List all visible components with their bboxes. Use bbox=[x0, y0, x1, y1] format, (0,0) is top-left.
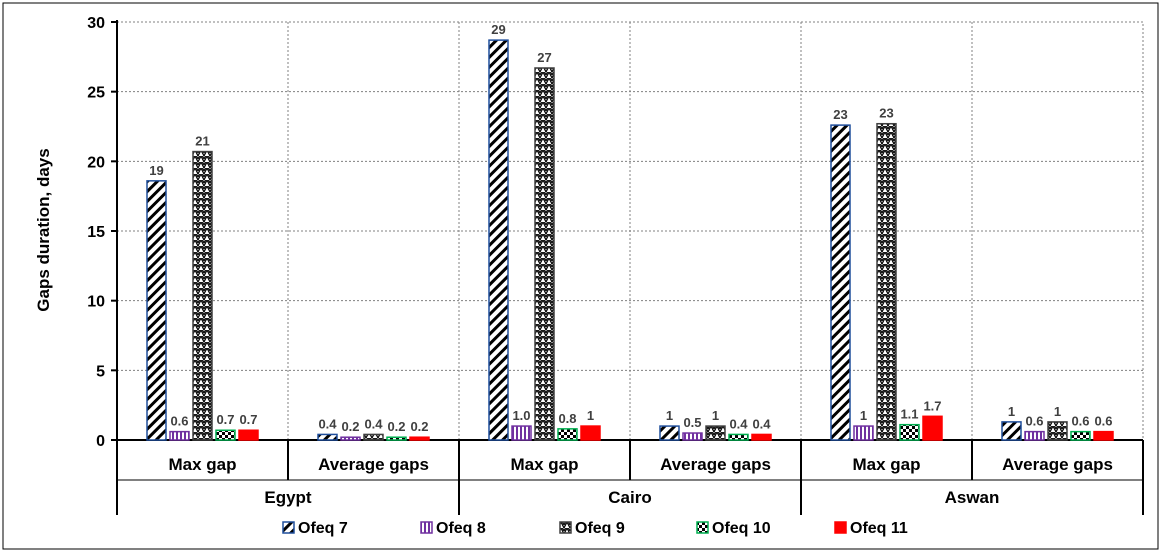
x-category-label: Max gap bbox=[510, 455, 578, 474]
bar bbox=[192, 150, 213, 441]
legend-label: Ofeq 11 bbox=[850, 520, 908, 537]
data-label: 0.4 bbox=[729, 416, 748, 431]
y-tick-label: 30 bbox=[87, 15, 105, 32]
bar bbox=[1024, 430, 1045, 441]
legend-swatch bbox=[834, 521, 847, 534]
x-group-label: Egypt bbox=[264, 488, 312, 507]
data-label: 27 bbox=[537, 50, 551, 65]
bar bbox=[705, 425, 726, 441]
data-label: 0.6 bbox=[1094, 414, 1112, 429]
bar bbox=[1047, 421, 1068, 441]
data-label: 1 bbox=[1008, 404, 1015, 419]
legend-swatch bbox=[696, 521, 709, 534]
bar bbox=[238, 429, 259, 441]
data-label: 29 bbox=[491, 22, 505, 37]
legend: Ofeq 7 Ofeq 8 Ofeq 9 Ofeq 10 Ofeq 11 bbox=[282, 520, 908, 537]
bar bbox=[1093, 430, 1114, 441]
y-tick-label: 15 bbox=[87, 224, 105, 241]
data-label: 19 bbox=[149, 163, 163, 178]
bar bbox=[363, 433, 384, 441]
bar bbox=[1070, 430, 1091, 441]
y-tick-label: 0 bbox=[96, 433, 105, 450]
data-label: 1 bbox=[587, 408, 594, 423]
data-label: 0.6 bbox=[1071, 414, 1089, 429]
data-label: 0.6 bbox=[1025, 414, 1043, 429]
y-tick-label: 25 bbox=[87, 85, 105, 102]
data-label: 0.7 bbox=[216, 412, 234, 427]
data-label: 21 bbox=[195, 134, 209, 149]
data-label: 0.2 bbox=[410, 419, 428, 434]
legend-swatch bbox=[559, 521, 572, 534]
x-axis-categories: Max gap Average gaps Max gap Average gaps Ma… bbox=[116, 440, 1144, 515]
bar bbox=[580, 425, 601, 441]
bar bbox=[728, 433, 749, 441]
data-label: 23 bbox=[833, 107, 847, 122]
bar bbox=[511, 425, 532, 441]
data-label: 0.8 bbox=[558, 411, 576, 426]
y-tick-label: 10 bbox=[87, 294, 105, 311]
data-label: 0.2 bbox=[387, 419, 405, 434]
bar bbox=[1001, 421, 1022, 441]
bar bbox=[922, 415, 943, 441]
bar bbox=[853, 425, 874, 441]
bar bbox=[751, 433, 772, 441]
data-label: 0.2 bbox=[341, 419, 359, 434]
bar bbox=[169, 430, 190, 441]
bar bbox=[340, 436, 361, 441]
bar bbox=[830, 124, 851, 441]
legend-swatch bbox=[420, 521, 433, 534]
bar bbox=[659, 425, 680, 441]
x-category-label: Average gaps bbox=[318, 455, 429, 474]
legend-swatch bbox=[282, 521, 295, 534]
data-labels: 19 0.6 21 0.7 0.7 0.4 0.2 0.4 0.2 0.2 29 1.0 27 0.8 1 1… bbox=[149, 22, 1112, 434]
data-label: 0.4 bbox=[752, 416, 771, 431]
bar bbox=[409, 436, 430, 441]
y-tick-label: 5 bbox=[96, 363, 105, 380]
data-label: 1.7 bbox=[923, 398, 941, 413]
data-label: 1 bbox=[1054, 404, 1061, 419]
bar bbox=[215, 429, 236, 441]
x-group-label: Aswan bbox=[945, 488, 1000, 507]
x-category-label: Max gap bbox=[852, 455, 920, 474]
data-label: 1 bbox=[712, 408, 719, 423]
data-label: 1.1 bbox=[900, 407, 918, 422]
data-label: 0.4 bbox=[364, 416, 383, 431]
legend-label: Ofeq 8 bbox=[436, 520, 486, 537]
data-label: 1 bbox=[666, 408, 673, 423]
x-category-label: Average gaps bbox=[660, 455, 771, 474]
bar bbox=[534, 67, 555, 441]
data-label: 0.7 bbox=[239, 412, 257, 427]
data-label: 0.6 bbox=[170, 414, 188, 429]
bar bbox=[557, 428, 578, 441]
bar bbox=[386, 436, 407, 441]
bar bbox=[488, 39, 509, 441]
bar bbox=[899, 423, 920, 441]
y-axis-title: Gaps duration, days bbox=[34, 148, 53, 311]
data-label: 1.0 bbox=[512, 408, 530, 423]
legend-label: Ofeq 10 bbox=[712, 520, 771, 537]
y-tick-label: 20 bbox=[87, 154, 105, 171]
bar bbox=[682, 432, 703, 441]
bar bbox=[876, 122, 897, 441]
x-category-label: Max gap bbox=[168, 455, 236, 474]
data-label: 0.5 bbox=[683, 415, 701, 430]
gridlines bbox=[116, 21, 1144, 441]
bar bbox=[146, 180, 167, 441]
data-label: 23 bbox=[879, 106, 893, 121]
data-label: 0.4 bbox=[318, 416, 337, 431]
data-label: 1 bbox=[860, 408, 867, 423]
legend-label: Ofeq 9 bbox=[575, 520, 625, 537]
bar bbox=[317, 433, 338, 441]
x-category-label: Average gaps bbox=[1002, 455, 1113, 474]
x-group-label: Cairo bbox=[608, 488, 651, 507]
bars bbox=[146, 39, 1114, 441]
legend-label: Ofeq 7 bbox=[298, 520, 348, 537]
